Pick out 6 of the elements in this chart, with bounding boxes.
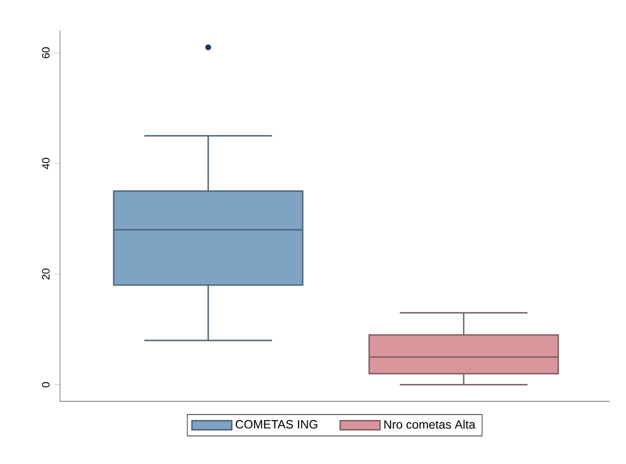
y-tick-label: 60 [42, 47, 50, 58]
legend-label: COMETAS ING [236, 420, 318, 429]
legend-label: Nro cometas Alta [384, 420, 476, 429]
y-tick-label: 40 [42, 158, 50, 170]
y-tick-label: 0 [42, 382, 50, 388]
y-tick-label: 20 [42, 268, 50, 280]
